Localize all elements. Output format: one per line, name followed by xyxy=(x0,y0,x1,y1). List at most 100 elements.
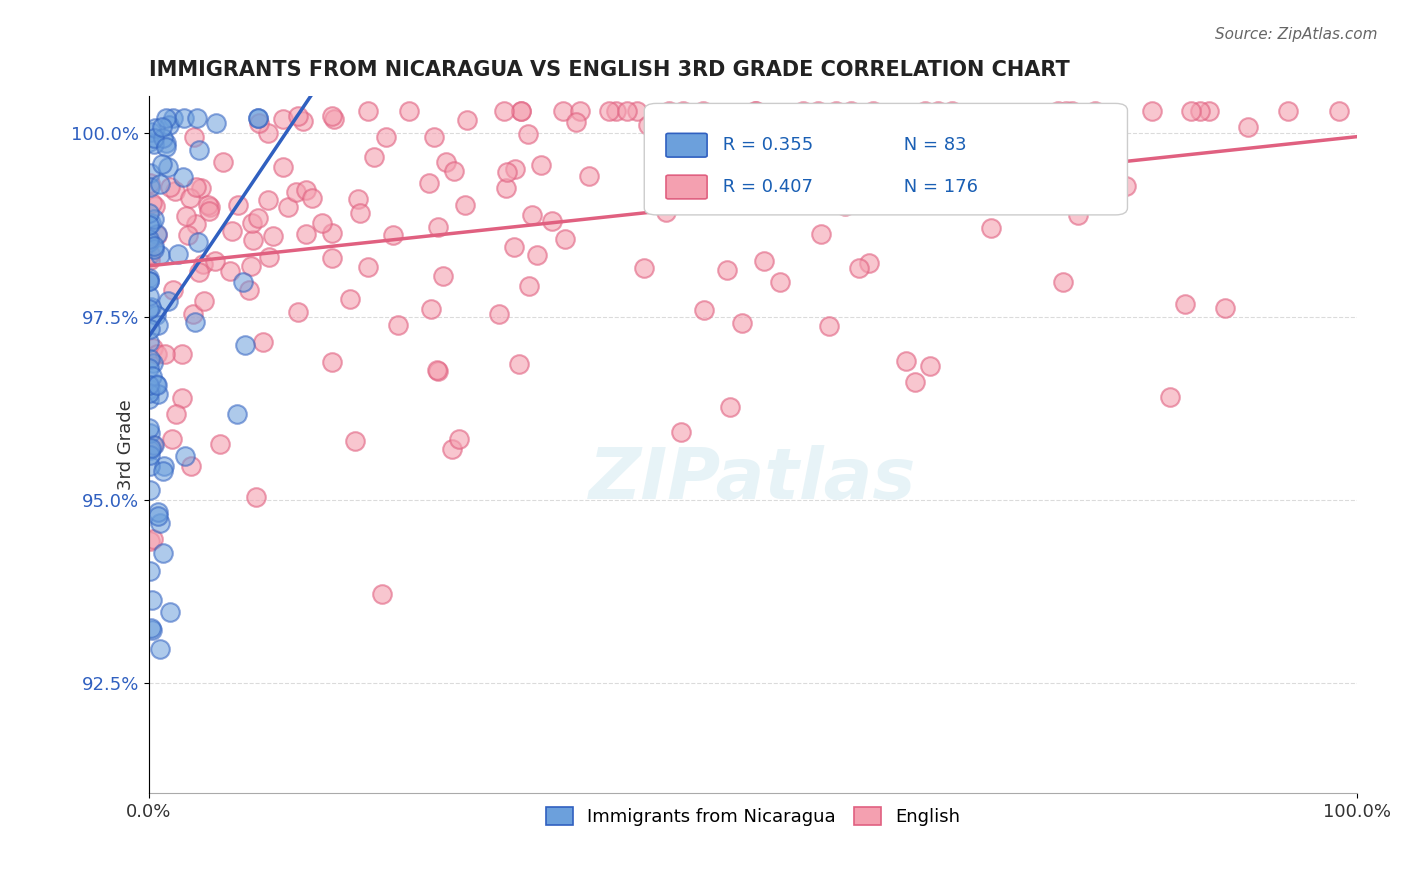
Point xyxy=(419,302,441,317)
Point xyxy=(862,104,884,119)
Point xyxy=(655,204,678,219)
Point xyxy=(172,391,194,405)
Point xyxy=(418,176,440,190)
Point xyxy=(817,124,839,138)
Point xyxy=(174,449,197,463)
Text: N = 176: N = 176 xyxy=(898,178,979,196)
Point xyxy=(208,437,231,451)
Point xyxy=(156,160,179,174)
Point xyxy=(262,229,284,244)
Point xyxy=(139,448,162,462)
Point xyxy=(669,425,692,439)
Point xyxy=(141,195,163,210)
Point xyxy=(494,104,516,119)
Point xyxy=(1329,104,1351,119)
Point xyxy=(155,346,177,360)
Point xyxy=(1067,208,1090,222)
Point xyxy=(190,180,212,194)
Point xyxy=(240,216,263,230)
Point xyxy=(138,253,160,268)
Point xyxy=(814,181,837,195)
Point xyxy=(692,104,714,119)
Point xyxy=(731,317,754,331)
Point xyxy=(180,458,202,473)
Point xyxy=(238,283,260,297)
Point xyxy=(155,140,177,154)
Point xyxy=(155,112,177,126)
Point xyxy=(495,181,517,195)
Point xyxy=(693,302,716,317)
Point xyxy=(193,294,215,309)
Point xyxy=(155,136,177,151)
Point xyxy=(678,142,700,156)
Point xyxy=(138,218,160,232)
Point xyxy=(198,200,221,214)
Y-axis label: 3rd Grade: 3rd Grade xyxy=(117,400,135,491)
Point xyxy=(530,158,553,172)
Point xyxy=(271,161,294,175)
Point xyxy=(204,254,226,268)
Point xyxy=(807,104,830,119)
Point xyxy=(157,293,180,308)
Point xyxy=(426,363,449,377)
Point xyxy=(1198,104,1220,119)
Point xyxy=(347,193,370,207)
Point xyxy=(426,363,449,377)
Point xyxy=(146,508,169,523)
Point xyxy=(637,119,659,133)
Point xyxy=(139,534,162,549)
Point xyxy=(197,198,219,212)
Point xyxy=(139,125,162,139)
Point xyxy=(139,321,162,335)
Point xyxy=(139,564,162,578)
Legend: Immigrants from Nicaragua, English: Immigrants from Nicaragua, English xyxy=(538,799,967,833)
Point xyxy=(277,200,299,214)
Point xyxy=(665,129,688,144)
Point xyxy=(139,621,162,635)
Point xyxy=(225,407,247,421)
Point xyxy=(149,248,172,262)
Point xyxy=(752,253,775,268)
Point xyxy=(520,208,543,222)
Point xyxy=(240,259,263,273)
Point xyxy=(824,104,846,119)
Point xyxy=(1084,104,1107,119)
Point xyxy=(247,211,270,225)
Point xyxy=(858,256,880,270)
Point xyxy=(1173,296,1195,310)
Point xyxy=(183,129,205,144)
Point xyxy=(605,104,627,119)
Point xyxy=(505,162,527,177)
Point xyxy=(218,263,240,277)
Point xyxy=(197,204,219,219)
Point xyxy=(509,104,531,119)
Point xyxy=(139,216,162,230)
Point xyxy=(145,227,167,242)
Point xyxy=(682,182,704,196)
Point xyxy=(172,169,194,184)
Point xyxy=(658,104,681,119)
Point xyxy=(139,459,162,474)
Point xyxy=(768,275,790,289)
Point xyxy=(176,227,198,242)
Point xyxy=(204,116,226,130)
Point xyxy=(160,432,183,446)
Point xyxy=(291,113,314,128)
Point xyxy=(980,221,1002,235)
Point xyxy=(245,490,267,504)
Point xyxy=(247,116,270,130)
Point xyxy=(569,104,592,119)
Point xyxy=(149,642,172,657)
Point xyxy=(162,112,184,126)
Point xyxy=(141,369,163,384)
Text: Source: ZipAtlas.com: Source: ZipAtlas.com xyxy=(1215,27,1378,42)
Point xyxy=(744,104,766,119)
Point xyxy=(138,232,160,246)
Point xyxy=(149,516,172,530)
Point xyxy=(150,157,173,171)
Point xyxy=(700,108,723,122)
Point xyxy=(1213,301,1236,315)
Point xyxy=(186,235,208,249)
Text: R = 0.355: R = 0.355 xyxy=(717,136,813,154)
Point xyxy=(149,177,172,191)
